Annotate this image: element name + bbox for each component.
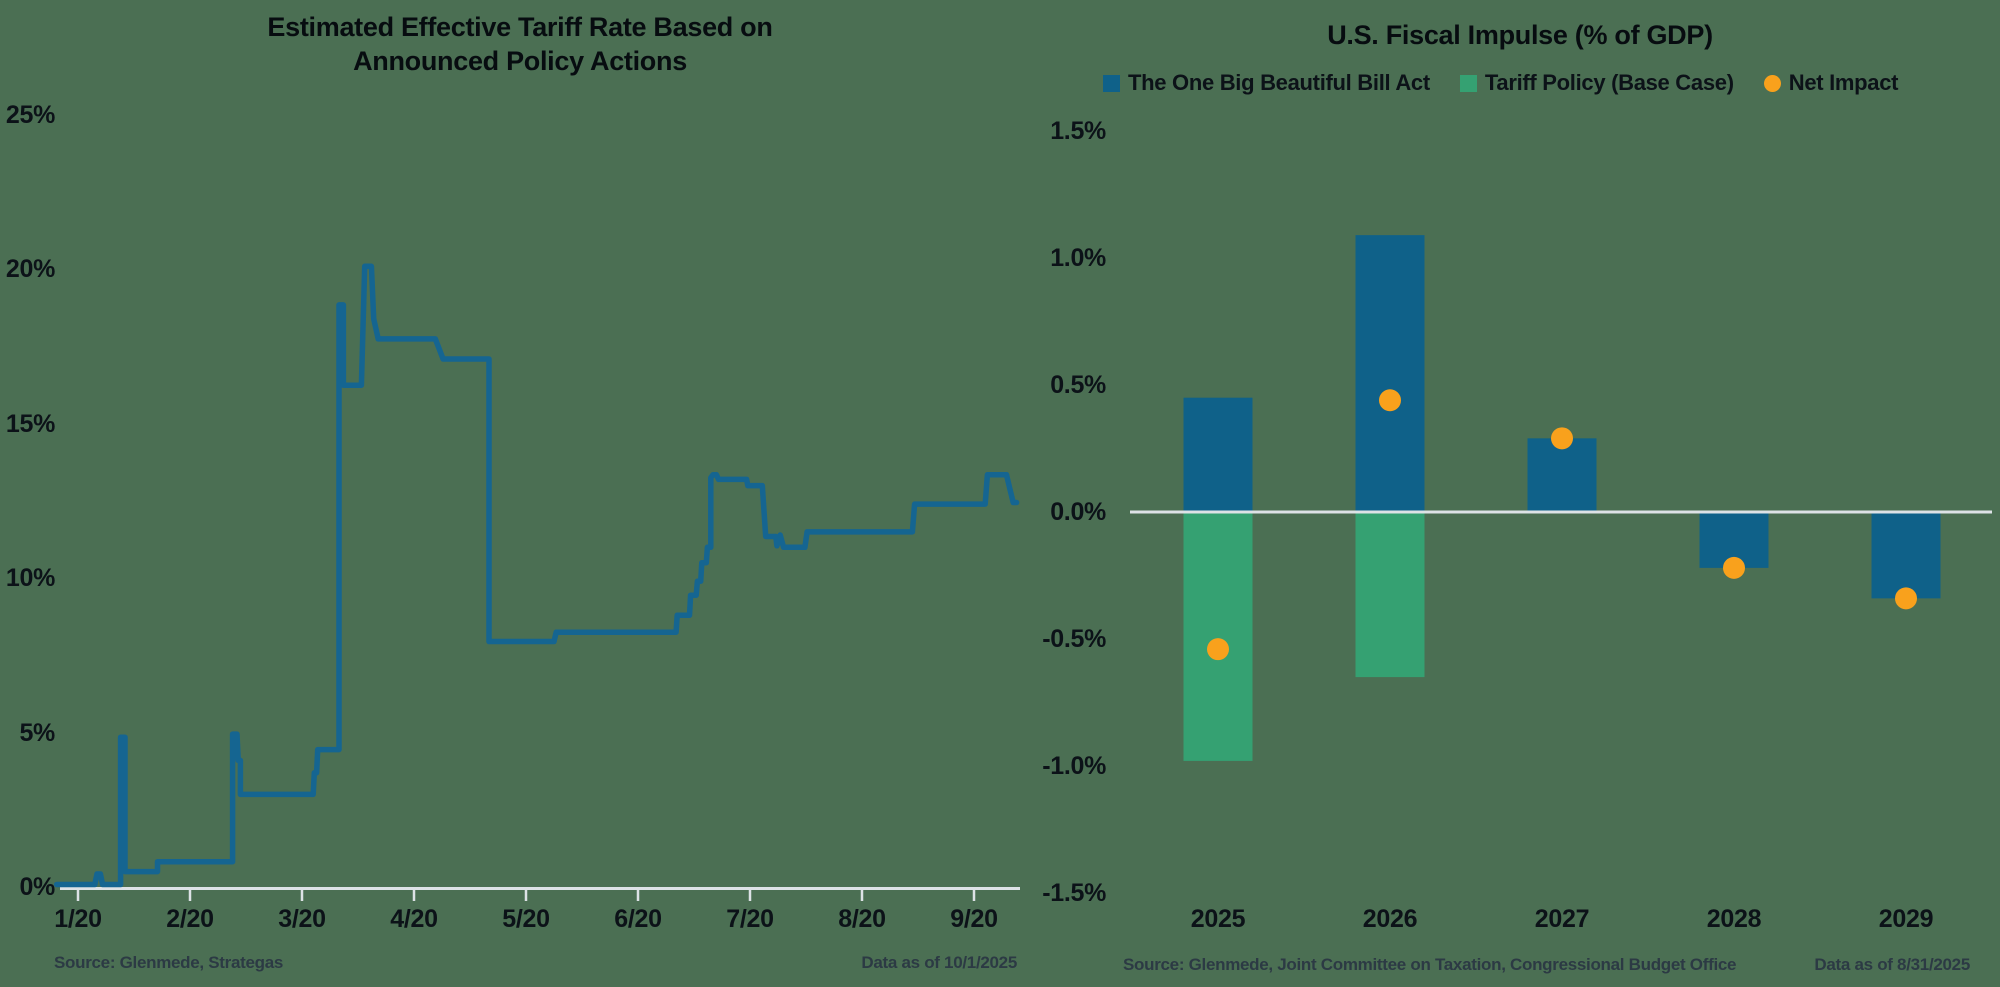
right-ytick-1.0%: 1.0%: [1050, 244, 1106, 272]
net-impact-dot-2029: [1895, 587, 1917, 610]
right-xtick-2026: 2026: [1362, 905, 1418, 933]
left-chart-title-line1: Estimated Effective Tariff Rate Based on: [267, 12, 773, 42]
left-xtick-6/20: 6/20: [614, 905, 662, 933]
right-chart-data-as-of: Data as of 8/31/2025: [1814, 955, 1970, 974]
right-ytick--0.5%: -0.5%: [1042, 625, 1106, 653]
legend-label-obbba: The One Big Beautiful Bill Act: [1128, 70, 1430, 95]
right-chart-title: U.S. Fiscal Impulse (% of GDP): [1327, 20, 1713, 50]
legend-item-tariff-policy: Tariff Policy (Base Case): [1459, 70, 1734, 96]
right-ytick--1.5%: -1.5%: [1042, 879, 1106, 907]
legend-item-net-impact: Net Impact: [1763, 70, 1899, 96]
net-impact-dot-icon: [1763, 74, 1781, 92]
bar-tariff-policy-2025: [1183, 512, 1253, 761]
tariff-policy-swatch-icon: [1459, 74, 1477, 92]
right-ytick-0.5%: 0.5%: [1050, 371, 1106, 399]
bar-obbba-2025: [1183, 397, 1253, 512]
left-xtick-9/20: 9/20: [950, 905, 998, 933]
left-xtick-7/20: 7/20: [726, 905, 774, 933]
left-ytick-0%: 0%: [19, 873, 55, 901]
bar-tariff-policy-2026: [1355, 512, 1425, 678]
bar-obbba-2029: [1871, 512, 1941, 599]
left-chart-title-line2: Announced Policy Actions: [353, 46, 687, 76]
left-xtick-8/20: 8/20: [838, 905, 886, 933]
left-chart-data-as-of: Data as of 10/1/2025: [861, 953, 1017, 972]
left-xtick-3/20: 3/20: [278, 905, 326, 933]
right-xtick-2029: 2029: [1878, 905, 1934, 933]
right-xtick-2027: 2027: [1534, 905, 1590, 933]
net-impact-dot-2027: [1551, 427, 1573, 450]
right-ytick-0.0%: 0.0%: [1050, 498, 1106, 526]
net-impact-dot-2025: [1207, 638, 1229, 661]
bar-obbba-2026: [1355, 235, 1425, 512]
left-xtick-2/20: 2/20: [166, 905, 214, 933]
right-chart-legend: The One Big Beautiful Bill Act Tariff Po…: [1103, 70, 1899, 96]
right-xtick-2025: 2025: [1190, 905, 1246, 933]
left-xtick-4/20: 4/20: [390, 905, 438, 933]
net-impact-dot-2028: [1723, 556, 1745, 579]
net-impact-dot-2026: [1379, 389, 1401, 412]
left-xtick-5/20: 5/20: [502, 905, 550, 933]
left-ytick-25%: 25%: [5, 101, 55, 129]
bar-obbba-2027: [1527, 438, 1597, 512]
tariff-rate-line: [53, 263, 1020, 888]
left-xtick-1/20: 1/20: [54, 905, 102, 933]
left-ytick-15%: 15%: [5, 409, 55, 438]
right-xtick-2028: 2028: [1706, 905, 1762, 933]
right-ytick--1.0%: -1.0%: [1042, 752, 1106, 780]
obbba-swatch-icon: [1103, 74, 1120, 92]
legend-label-net-impact: Net Impact: [1788, 70, 1899, 95]
left-ytick-10%: 10%: [5, 564, 55, 593]
left-ytick-5%: 5%: [19, 718, 55, 747]
right-chart-source: Source: Glenmede, Joint Committee on Tax…: [1123, 955, 1737, 974]
legend-item-obbba: The One Big Beautiful Bill Act: [1103, 70, 1430, 96]
left-chart-source: Source: Glenmede, Strategas: [54, 953, 284, 972]
legend-label-tariff-policy: Tariff Policy (Base Case): [1484, 70, 1734, 95]
left-ytick-20%: 20%: [5, 255, 55, 284]
right-ytick-1.5%: 1.5%: [1050, 117, 1106, 145]
